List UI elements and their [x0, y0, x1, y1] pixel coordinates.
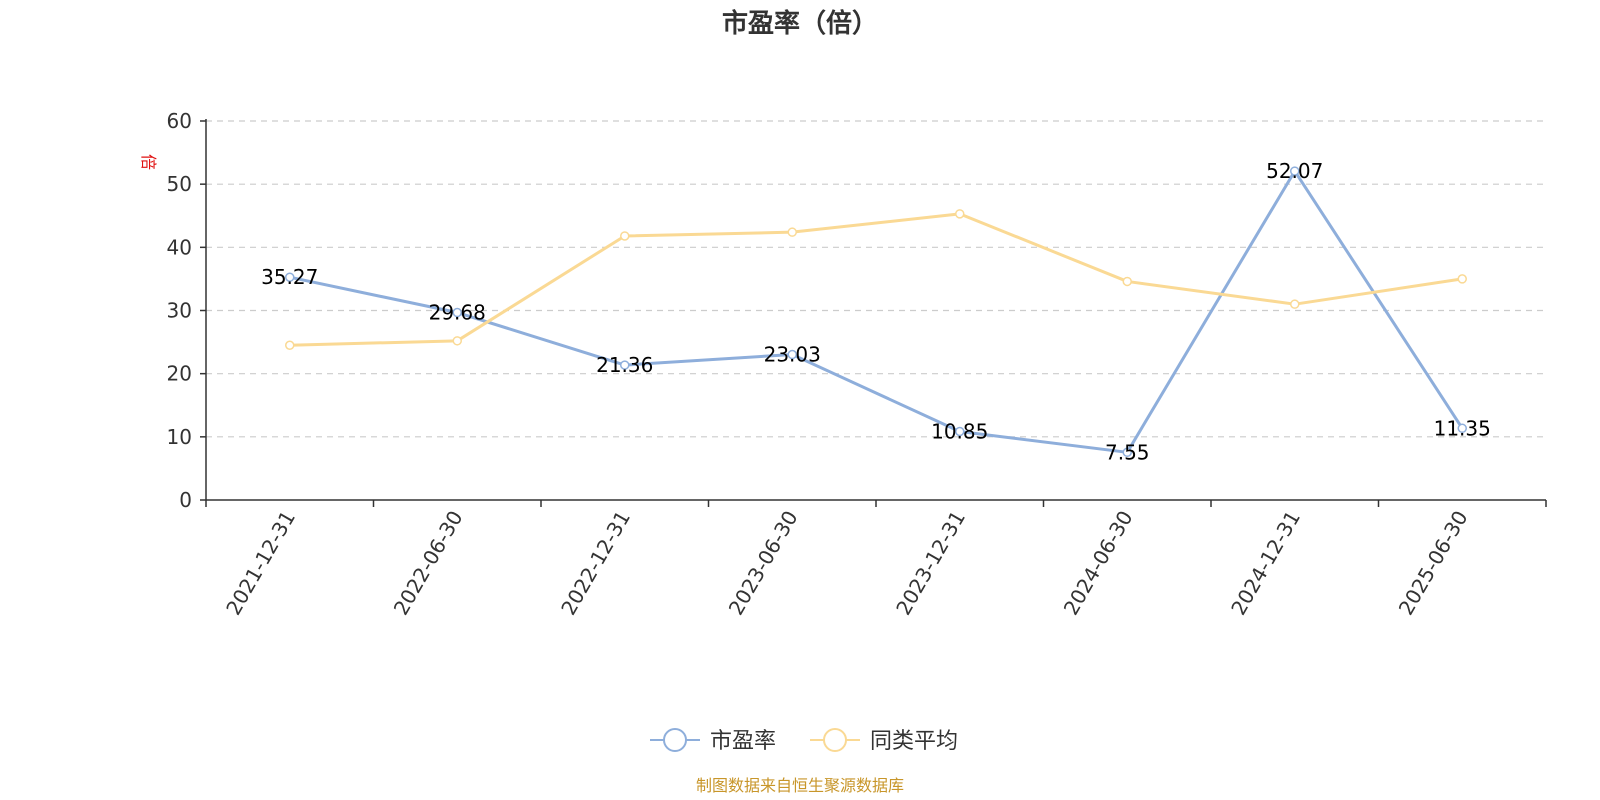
y-tick-label-1: 10 [167, 425, 192, 449]
series-0-point-1[interactable] [452, 307, 462, 318]
legend-label-1: 同类平均 [870, 729, 958, 754]
series-1-point-3[interactable] [787, 227, 797, 237]
series-line-0 [289, 169, 1464, 454]
x-tick-label-3: 2023-06-30 [724, 507, 803, 620]
x-tick-label-6: 2024-12-31 [1226, 507, 1305, 620]
x-tick-label-5: 2024-06-30 [1059, 507, 1138, 620]
data-label-2: 21.36 [596, 353, 653, 377]
legend-item-0[interactable]: 市盈率 [650, 728, 776, 754]
series-1-point-5[interactable] [1122, 276, 1132, 287]
data-label-3: 23.03 [764, 343, 821, 367]
data-label-6: 52.07 [1266, 159, 1323, 183]
series-0-point-0[interactable] [285, 272, 295, 282]
series-line-1 [289, 212, 1463, 347]
series-lines [285, 166, 1467, 458]
data-label-0: 35.27 [261, 265, 318, 289]
x-tick-label-7: 2025-06-30 [1394, 507, 1473, 620]
y-tick-label-4: 40 [167, 235, 192, 259]
y-tick-label-0: 0 [179, 488, 192, 512]
y-tick-label-6: 60 [167, 109, 192, 133]
y-tick-label-3: 30 [167, 299, 192, 323]
series-0-point-6[interactable] [1290, 166, 1300, 176]
source-note: 制图数据来自恒生聚源数据库 [696, 776, 904, 795]
series-0-point-7[interactable] [1457, 423, 1467, 434]
series-1-point-0[interactable] [285, 340, 295, 350]
data-label-4: 10.85 [931, 419, 988, 443]
legend-circle-icon [823, 728, 847, 752]
legend-label-0: 市盈率 [710, 729, 776, 754]
series-1-point-7[interactable] [1457, 274, 1467, 284]
series-1-point-6[interactable] [1290, 299, 1300, 309]
chart-title: 市盈率（倍） [722, 8, 878, 39]
y-tick-label-5: 50 [167, 172, 192, 196]
y-tick-label-2: 20 [167, 362, 192, 386]
legend-item-1[interactable]: 同类平均 [810, 728, 958, 754]
legend[interactable]: 市盈率 同类平均 [650, 728, 958, 754]
series-1-point-4[interactable] [955, 209, 965, 219]
data-label-5: 7.55 [1105, 440, 1150, 464]
data-labels: 35.27 29.68 21.36 23.03 10.85 7.55 52.07 11.35 [261, 159, 1491, 464]
legend-circle-icon [663, 728, 687, 752]
series-0-point-2[interactable] [620, 360, 630, 370]
series-1-point-2[interactable] [620, 231, 630, 241]
x-tick-label-4: 2023-12-31 [891, 507, 970, 620]
grid-lines [206, 120, 1546, 438]
x-tick-label-0: 2021-12-31 [221, 507, 300, 620]
y-axis-unit-label: 倍 [139, 154, 158, 170]
axes: 0 10 20 30 40 50 60 2021-12-31 2022-06-30 2022-12… [167, 109, 1547, 620]
x-tick-label-2: 2022-12-31 [556, 507, 635, 620]
data-label-1: 29.68 [429, 301, 486, 325]
series-1-point-1[interactable] [452, 336, 462, 346]
series-0-point-5[interactable] [1122, 447, 1132, 458]
series-0-point-3[interactable] [787, 349, 797, 360]
x-tick-label-1: 2022-06-30 [389, 507, 468, 620]
series-0-point-4[interactable] [955, 426, 965, 437]
data-label-7: 11.35 [1434, 416, 1491, 440]
